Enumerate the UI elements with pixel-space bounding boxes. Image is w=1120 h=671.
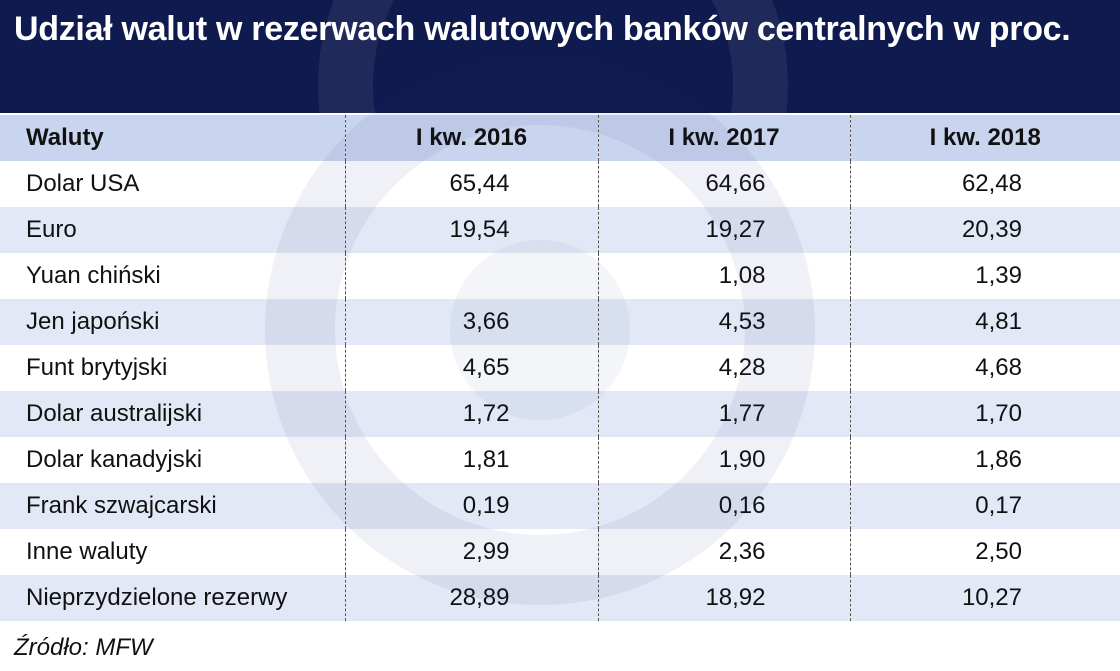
value-2017: 64,66 [597, 161, 850, 207]
table-row: Jen japoński 3,66 4,53 4,81 [0, 299, 1120, 345]
column-header-currency: Waluty [0, 115, 345, 161]
source-note: Źródło: MFW [14, 634, 153, 661]
column-header-2017: I kw. 2017 [597, 115, 850, 161]
value-2016: 2,99 [344, 529, 598, 575]
value-2018: 1,39 [849, 253, 1120, 299]
value-2018: 4,81 [849, 299, 1120, 345]
table-row: Dolar USA 65,44 64,66 62,48 [0, 161, 1120, 207]
currency-name: Dolar USA [0, 161, 345, 207]
value-2017: 2,36 [597, 529, 850, 575]
currency-name: Dolar kanadyjski [0, 437, 345, 483]
table-row: Dolar australijski 1,72 1,77 1,70 [0, 391, 1120, 437]
value-2016: 1,81 [344, 437, 598, 483]
value-2016: 28,89 [344, 575, 598, 621]
currency-name: Nieprzydzielone rezerwy [0, 575, 345, 621]
table-header-row: Waluty I kw. 2016 I kw. 2017 I kw. 2018 [0, 115, 1120, 161]
value-2016 [344, 253, 598, 299]
currency-name: Dolar australijski [0, 391, 345, 437]
currency-name: Funt brytyjski [0, 345, 345, 391]
currency-name: Inne waluty [0, 529, 345, 575]
currency-name: Frank szwajcarski [0, 483, 345, 529]
currency-reserves-table: Waluty I kw. 2016 I kw. 2017 I kw. 2018 … [0, 115, 1120, 621]
value-2018: 20,39 [849, 207, 1120, 253]
value-2017: 1,77 [597, 391, 850, 437]
value-2018: 1,70 [849, 391, 1120, 437]
value-2017: 4,28 [597, 345, 850, 391]
title-banner: Udział walut w rezerwach walutowych bank… [0, 0, 1120, 113]
table-row: Nieprzydzielone rezerwy 28,89 18,92 10,27 [0, 575, 1120, 621]
table-row: Inne waluty 2,99 2,36 2,50 [0, 529, 1120, 575]
table-body: Dolar USA 65,44 64,66 62,48 Euro 19,54 19,27 20… [0, 161, 1120, 621]
value-2016: 65,44 [344, 161, 598, 207]
table-row: Euro 19,54 19,27 20,39 [0, 207, 1120, 253]
value-2017: 1,90 [597, 437, 850, 483]
table-row: Funt brytyjski 4,65 4,28 4,68 [0, 345, 1120, 391]
value-2018: 2,50 [849, 529, 1120, 575]
value-2018: 0,17 [849, 483, 1120, 529]
value-2016: 1,72 [344, 391, 598, 437]
value-2017: 4,53 [597, 299, 850, 345]
value-2016: 4,65 [344, 345, 598, 391]
value-2018: 4,68 [849, 345, 1120, 391]
currency-name: Jen japoński [0, 299, 345, 345]
value-2016: 3,66 [344, 299, 598, 345]
table-row: Yuan chiński 1,08 1,39 [0, 253, 1120, 299]
value-2017: 18,92 [597, 575, 850, 621]
value-2018: 1,86 [849, 437, 1120, 483]
value-2016: 19,54 [344, 207, 598, 253]
value-2017: 1,08 [597, 253, 850, 299]
column-header-2018: I kw. 2018 [849, 115, 1120, 161]
value-2018: 10,27 [849, 575, 1120, 621]
value-2018: 62,48 [849, 161, 1120, 207]
currency-name: Euro [0, 207, 345, 253]
value-2017: 19,27 [597, 207, 850, 253]
value-2016: 0,19 [344, 483, 598, 529]
currency-name: Yuan chiński [0, 253, 345, 299]
table-row: Frank szwajcarski 0,19 0,16 0,17 [0, 483, 1120, 529]
chart-title: Udział walut w rezerwach walutowych bank… [14, 10, 1071, 48]
value-2017: 0,16 [597, 483, 850, 529]
table-row: Dolar kanadyjski 1,81 1,90 1,86 [0, 437, 1120, 483]
column-header-2016: I kw. 2016 [344, 115, 598, 161]
